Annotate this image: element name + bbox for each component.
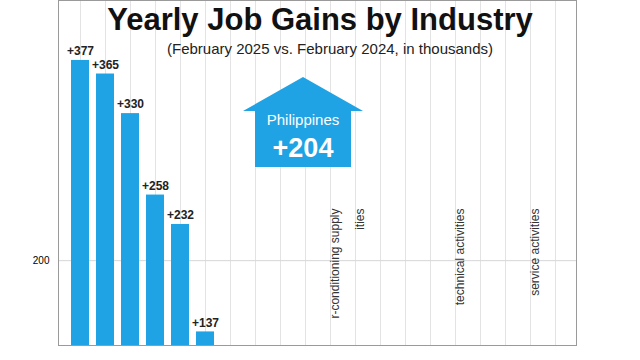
- svg-text:+137: +137: [192, 316, 219, 330]
- svg-text:+330: +330: [117, 97, 144, 111]
- svg-text:technical activities: technical activities: [453, 209, 467, 306]
- svg-text:+377: +377: [67, 44, 94, 58]
- html-text:Yearly Job Gains by Industry: Yearly Job Gains by Industry: [107, 2, 533, 37]
- svg-text:r-conditioning supply: r-conditioning supply: [328, 209, 342, 319]
- svg-text:service activities: service activities: [528, 209, 542, 296]
- svg-text:+204: +204: [273, 133, 334, 163]
- svg-text:200: 200: [33, 255, 50, 266]
- svg-text:+258: +258: [142, 179, 169, 193]
- svg-text:ities: ities: [353, 209, 367, 230]
- html-text:(February 2025 vs. February 20: (February 2025 vs. February 2024, in tho…: [167, 40, 493, 57]
- svg-text:Philippines: Philippines: [267, 111, 340, 128]
- svg-text:+232: +232: [167, 208, 194, 222]
- svg-text:+365: +365: [92, 58, 119, 72]
